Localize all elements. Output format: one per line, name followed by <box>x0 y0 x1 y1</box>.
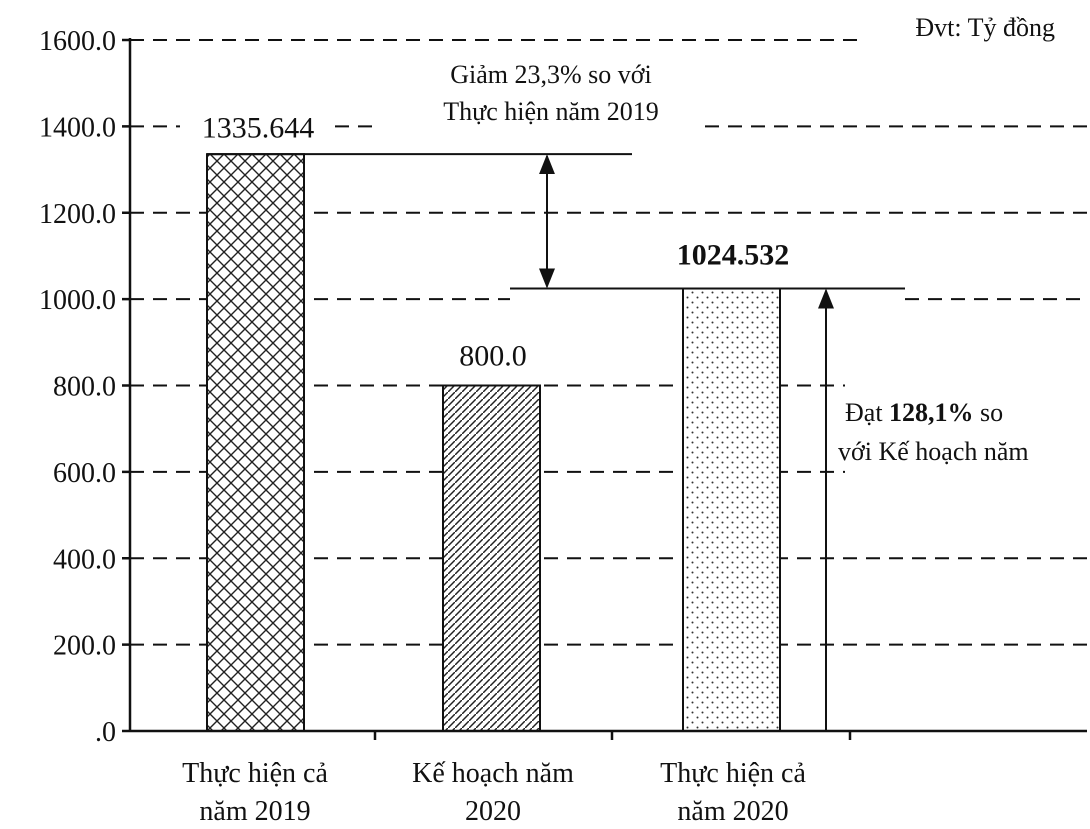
y-tick-label: 800.0 <box>53 372 116 403</box>
achieve-annotation-line1: Đạt 128,1% so <box>845 398 1003 427</box>
y-axis: .0 200.0 400.0 600.0 800.0 1000.0 1200.0 1400.0… <box>39 26 132 748</box>
bars: 1335.644 800.0 1024.532 <box>202 111 790 732</box>
y-tick-label: .0 <box>95 717 116 748</box>
bar <box>442 384 541 732</box>
y-tick-label: 1600.0 <box>39 26 116 57</box>
value-label: 1335.644 <box>202 111 315 144</box>
y-tick-label: 600.0 <box>53 458 116 489</box>
x-tick-label: Kế hoạch năm <box>412 758 574 789</box>
y-tick-label: 1200.0 <box>39 199 116 230</box>
value-label: 800.0 <box>459 340 527 373</box>
bar <box>682 287 781 732</box>
value-label: 1024.532 <box>677 239 790 272</box>
x-tick-label: năm 2020 <box>677 796 788 827</box>
y-tick-label: 400.0 <box>53 544 116 575</box>
decrease-annotation-line1: Giảm 23,3% so với <box>450 60 652 89</box>
x-tick-label: 2020 <box>465 796 521 827</box>
y-tick-label: 200.0 <box>53 631 116 662</box>
x-axis: Thực hiện cả năm 2019 Kế hoạch năm 2020 Thực… <box>130 729 1087 827</box>
y-tick-label: 1000.0 <box>39 285 116 316</box>
annotations: Giảm 23,3% so với Thực hiện năm 2019 Đạt 1… <box>207 60 1029 731</box>
x-tick-label: Thực hiện cả <box>182 758 328 789</box>
bar <box>206 153 305 732</box>
x-tick-label: năm 2019 <box>199 796 310 827</box>
achieve-annotation-line2: với Kế hoạch năm <box>838 437 1029 466</box>
decrease-annotation-line2: Thực hiện năm 2019 <box>443 97 659 126</box>
x-tick-label: Thực hiện cả <box>660 758 806 789</box>
y-tick-label: 1400.0 <box>39 112 116 143</box>
unit-label: Đvt: Tỷ đồng <box>915 13 1055 42</box>
